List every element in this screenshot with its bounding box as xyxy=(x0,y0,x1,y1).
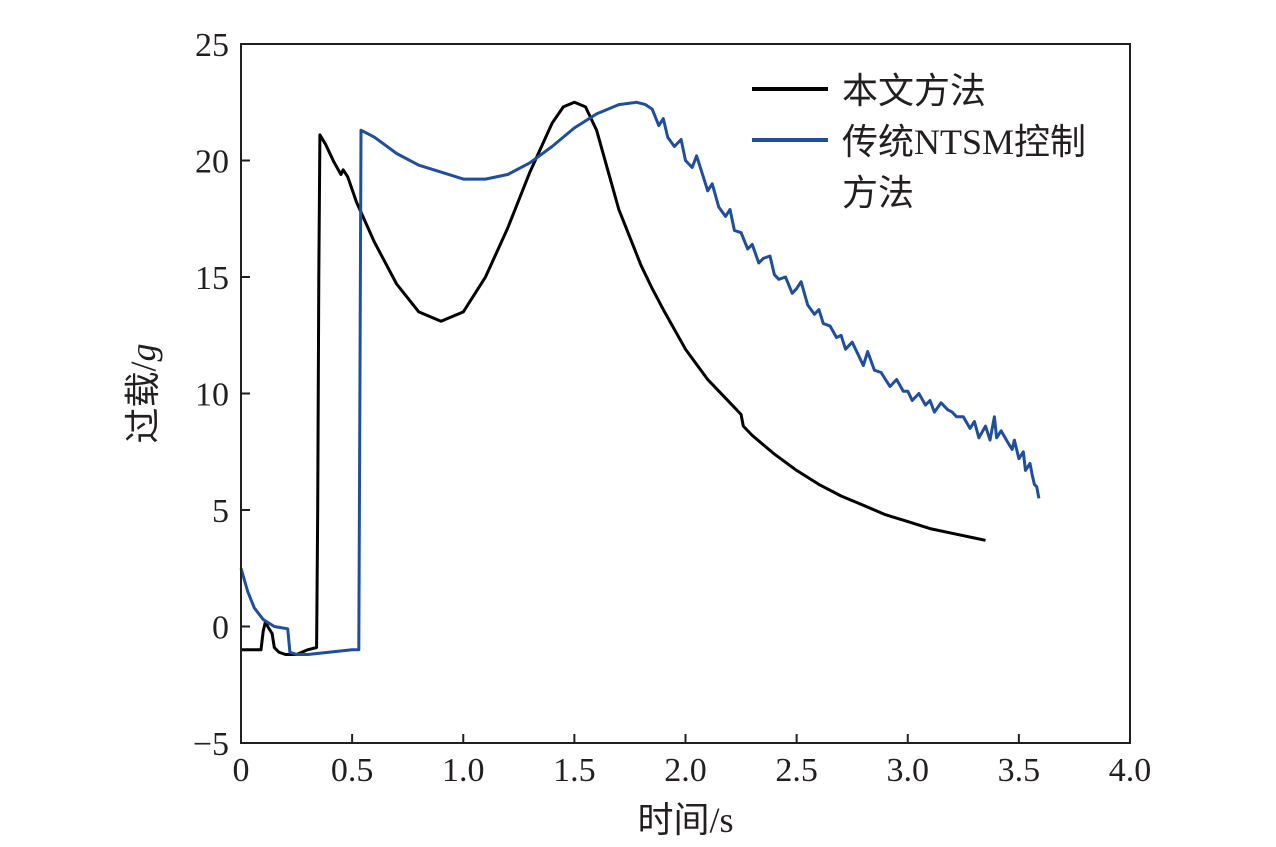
x-tick-label: 3.0 xyxy=(887,752,930,789)
plot-lines xyxy=(239,100,1041,656)
series-line-2 xyxy=(239,100,1041,656)
x-axis-label: 时间/s xyxy=(637,800,733,840)
y-tick-label: −5 xyxy=(193,726,229,763)
x-axis-ticks: 0 0.5 1.0 1.5 2.0 2.5 3.0 3.5 4.0 xyxy=(233,734,1152,789)
x-tick-label: 0 xyxy=(233,752,250,789)
y-axis-label: 过载/g xyxy=(123,343,163,443)
y-tick-label: 5 xyxy=(212,493,229,530)
y-tick-label: 0 xyxy=(212,610,229,647)
y-tick-label: 20 xyxy=(195,144,229,181)
y-tick-label: 10 xyxy=(195,377,229,414)
y-tick-label: 25 xyxy=(195,27,229,64)
legend-label-this-method: 本文方法 xyxy=(842,71,986,111)
x-tick-label: 1.5 xyxy=(553,752,596,789)
series-line-1 xyxy=(241,100,986,656)
legend-label-ntsm-line2: 方法 xyxy=(842,173,914,213)
x-tick-label: 0.5 xyxy=(331,752,374,789)
legend: 本文方法 传统NTSM控制 方法 xyxy=(752,71,1086,213)
x-tick-label: 1.0 xyxy=(442,752,485,789)
y-axis-label-unit: g xyxy=(123,343,163,361)
x-tick-label: 2.5 xyxy=(775,752,818,789)
y-tick-label: 15 xyxy=(195,260,229,297)
y-axis-ticks: −5 0 5 10 15 20 25 xyxy=(193,27,250,763)
x-tick-label: 2.0 xyxy=(664,752,707,789)
x-tick-label: 4.0 xyxy=(1109,752,1152,789)
y-axis-label-main: 过载/ xyxy=(123,361,163,443)
x-tick-label: 3.5 xyxy=(998,752,1041,789)
legend-label-ntsm-line1: 传统NTSM控制 xyxy=(842,122,1086,162)
